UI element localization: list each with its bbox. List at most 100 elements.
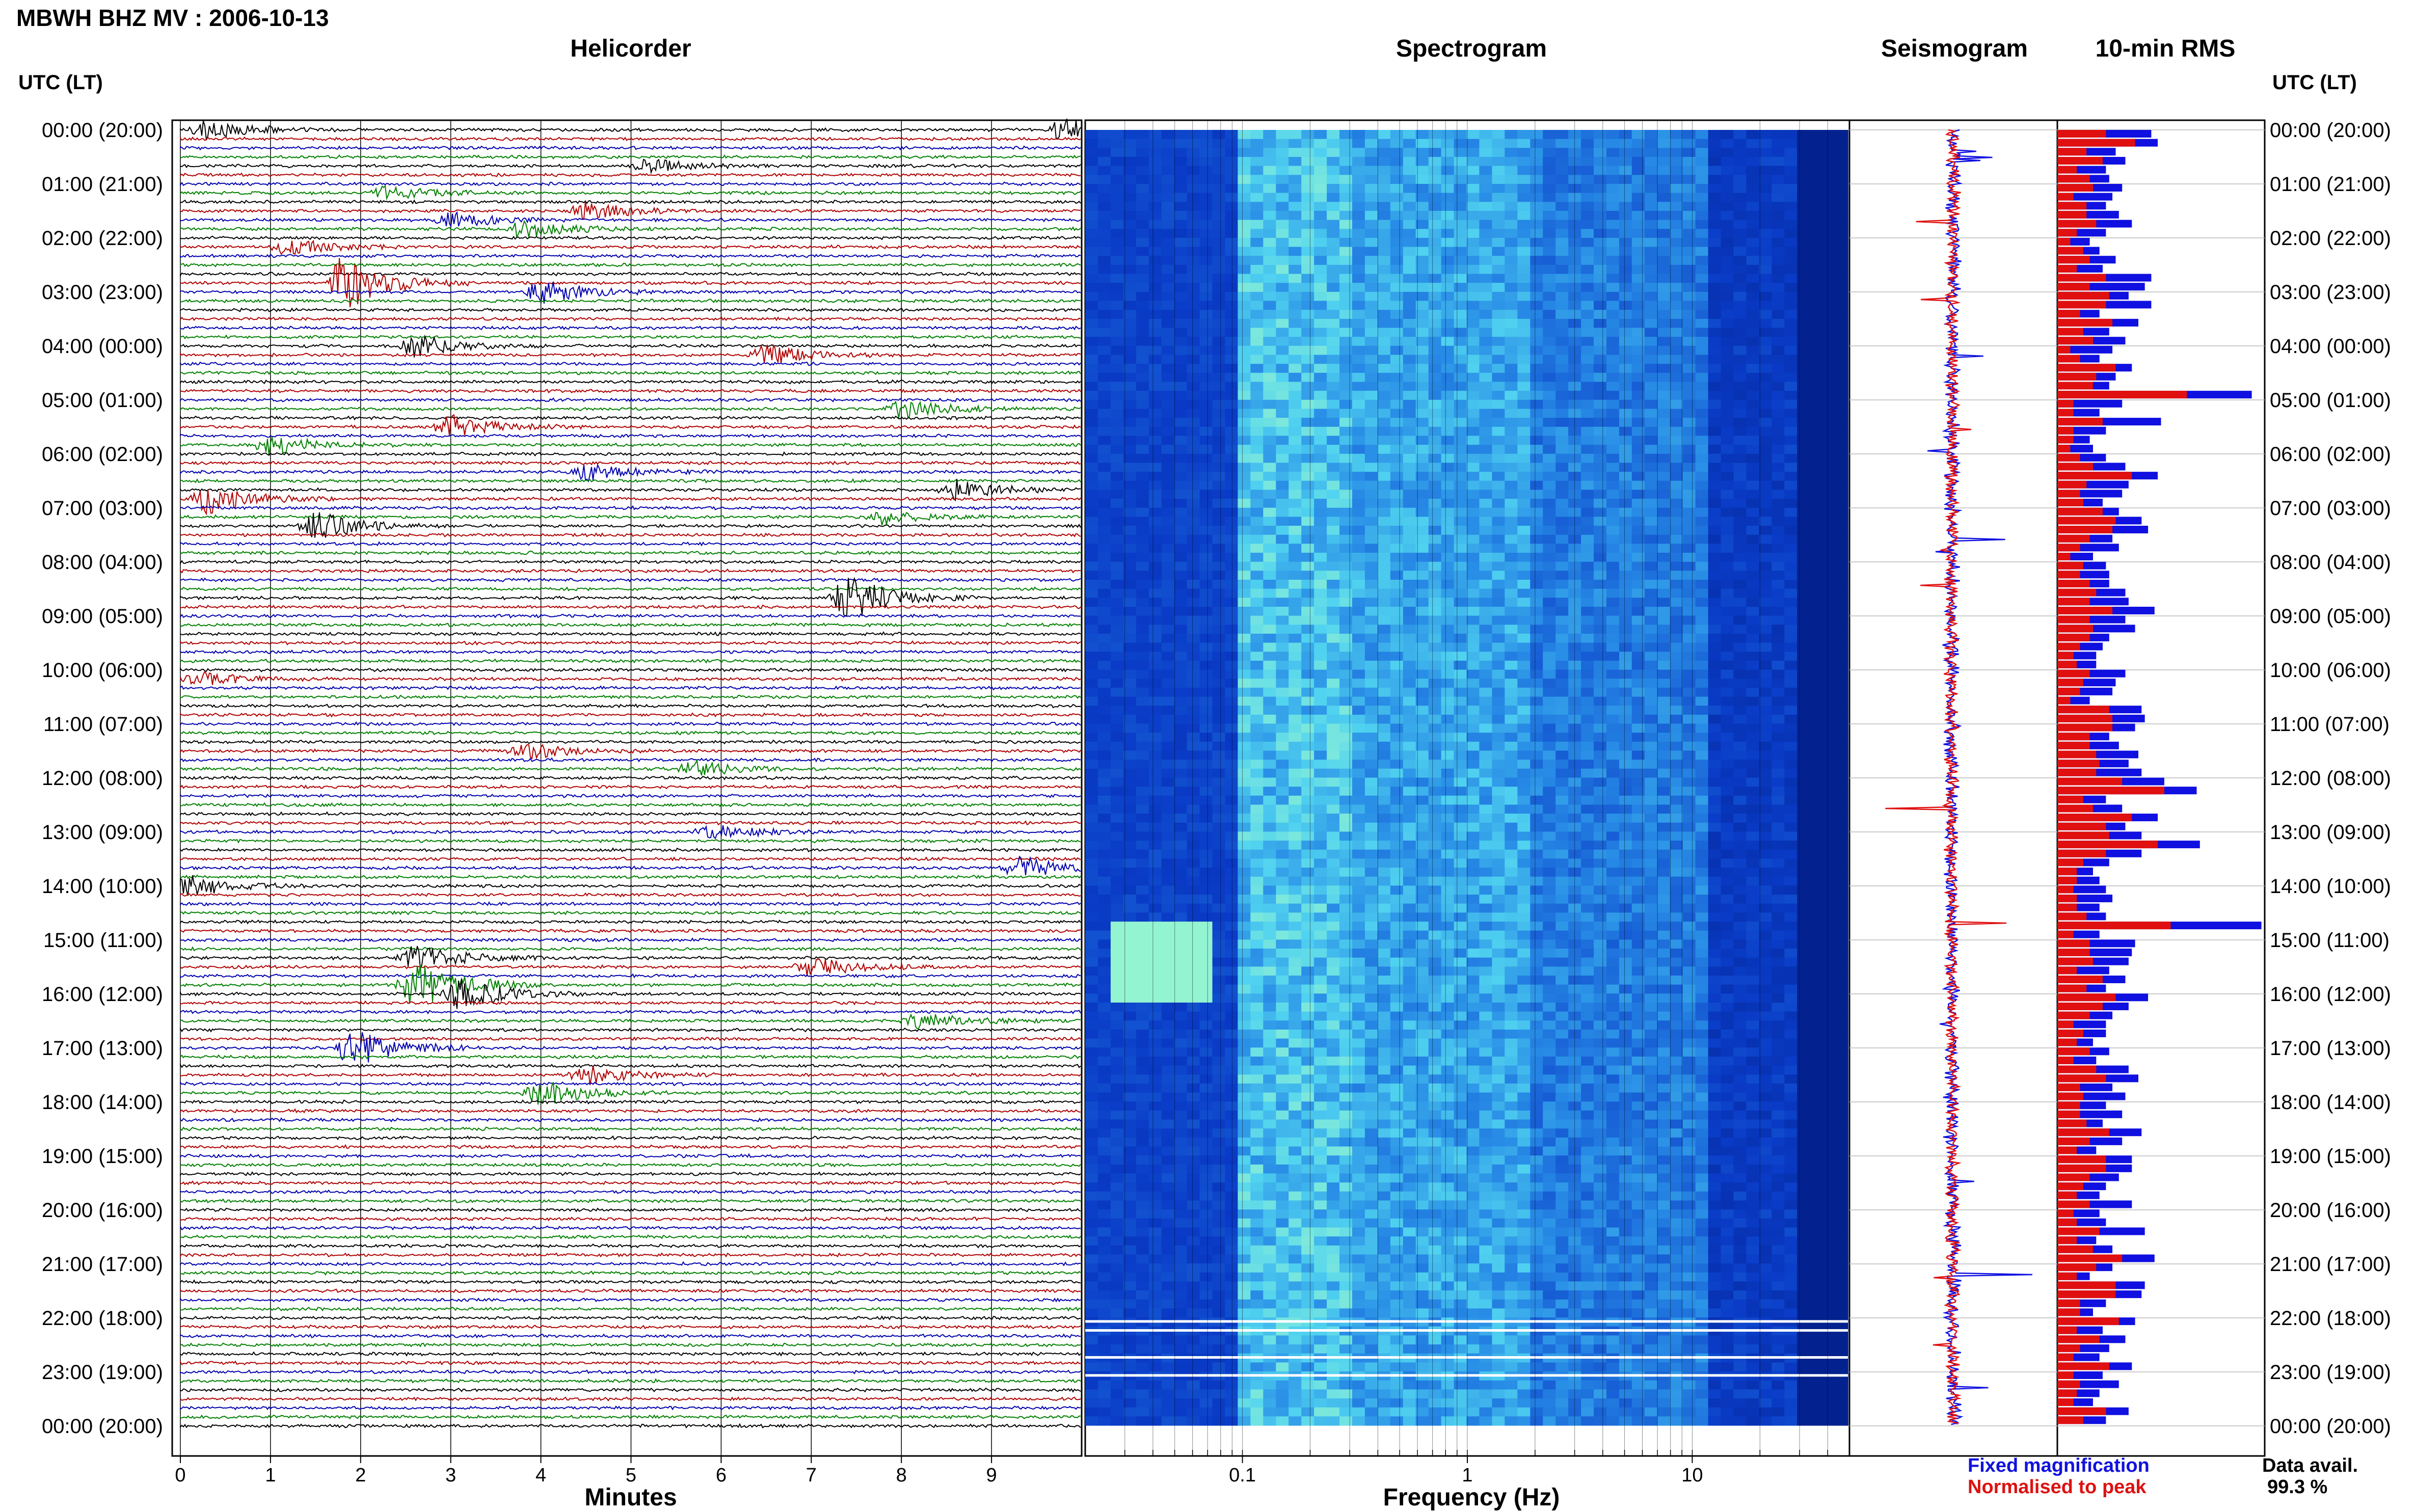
spectrogram-cell (1403, 472, 1416, 481)
spectrogram-cell (1136, 715, 1149, 724)
spectrogram-cell (1759, 499, 1772, 508)
spectrogram-cell (1378, 616, 1391, 625)
spectrogram-cell (1606, 535, 1620, 544)
spectrogram-cell (1619, 130, 1632, 139)
spectrogram-cell (1416, 796, 1429, 805)
spectrogram-cell (1327, 616, 1340, 625)
spectrogram-cell (1441, 337, 1455, 346)
helicorder-x-tick-label: 0 (175, 1465, 185, 1486)
spectrogram-cell (1517, 553, 1531, 562)
spectrogram-cell (1555, 481, 1569, 490)
spectrogram-cell (1606, 319, 1620, 328)
spectrogram-cell (1645, 589, 1658, 598)
spectrogram-cell (1339, 418, 1353, 427)
spectrogram-cell (1530, 472, 1543, 481)
spectrogram-cell (1696, 274, 1709, 283)
spectrogram-cell (1390, 571, 1404, 580)
spectrogram-cell (1390, 400, 1404, 409)
spectrogram-cell (1314, 724, 1327, 733)
spectrogram-cell (1289, 562, 1302, 571)
spectrogram-cell (1378, 526, 1391, 535)
spectrogram-cell (1543, 220, 1556, 229)
spectrogram-cell (1123, 238, 1137, 247)
spectrogram-cell (1187, 265, 1200, 274)
spectrogram-cell (1276, 247, 1289, 256)
spectrogram-cell (1403, 139, 1416, 148)
helicorder-x-tick-label: 2 (355, 1465, 366, 1486)
spectrogram-cell (1390, 760, 1404, 769)
spectrogram-cell (1390, 238, 1404, 247)
spectrogram-cell (1708, 328, 1722, 337)
spectrogram-cell (1822, 130, 1836, 139)
spectrogram-cell (1772, 643, 1785, 652)
spectrogram-cell (1390, 823, 1404, 832)
spectrogram-cell (1657, 310, 1671, 319)
spectrogram-cell (1162, 274, 1175, 283)
spectrogram-cell (1759, 652, 1772, 661)
spectrogram-cell (1619, 355, 1632, 364)
spectrogram-cell (1187, 742, 1200, 751)
spectrogram-cell (1276, 670, 1289, 679)
spectrogram-cell (1365, 166, 1378, 175)
spectrogram-cell (1098, 472, 1111, 481)
spectrogram-cell (1289, 490, 1302, 499)
spectrogram-cell (1530, 238, 1543, 247)
spectrogram-cell (1390, 481, 1404, 490)
spectrogram-cell (1555, 193, 1569, 202)
spectrogram-cell (1174, 733, 1188, 742)
spectrogram-cell (1708, 805, 1722, 814)
spectrogram-cell (1479, 814, 1492, 823)
spectrogram-cell (1238, 661, 1251, 670)
spectrogram-cell (1721, 742, 1734, 751)
spectrogram-cell (1098, 823, 1111, 832)
spectrogram-cell (1225, 724, 1238, 733)
spectrogram-cell (1772, 238, 1785, 247)
spectrogram-cell (1670, 553, 1683, 562)
spectrogram-cell (1314, 652, 1327, 661)
spectrogram-cell (1225, 175, 1238, 184)
spectrogram-cell (1416, 148, 1429, 157)
spectrogram-cell (1276, 418, 1289, 427)
spectrogram-cell (1657, 796, 1671, 805)
spectrogram-cell (1454, 724, 1467, 733)
spectrogram-cell (1810, 355, 1823, 364)
spectrogram-cell (1238, 508, 1251, 517)
spectrogram-cell (1645, 715, 1658, 724)
spectrogram-cell (1390, 769, 1404, 778)
spectrogram-cell (1174, 427, 1188, 436)
spectrogram-cell (1390, 256, 1404, 265)
spectrogram-cell (1390, 463, 1404, 472)
spectrogram-cell (1098, 463, 1111, 472)
spectrogram-cell (1403, 337, 1416, 346)
spectrogram-cell (1250, 841, 1264, 850)
spectrogram-cell (1429, 580, 1442, 589)
spectrogram-cell (1594, 706, 1607, 715)
spectrogram-cell (1835, 562, 1848, 571)
spectrogram-cell (1581, 157, 1594, 166)
spectrogram-cell (1810, 706, 1823, 715)
spectrogram-cell (1543, 724, 1556, 733)
spectrogram-cell (1441, 535, 1455, 544)
spectrogram-cell (1517, 823, 1531, 832)
spectrogram-cell (1530, 616, 1543, 625)
spectrogram-cell (1149, 454, 1162, 463)
spectrogram-cell (1429, 634, 1442, 643)
spectrogram-cell (1759, 517, 1772, 526)
spectrogram-cell (1263, 247, 1276, 256)
spectrogram-cell (1136, 355, 1149, 364)
spectrogram-cell (1187, 193, 1200, 202)
spectrogram-cell (1403, 157, 1416, 166)
spectrogram-cell (1149, 139, 1162, 148)
spectrogram-cell (1441, 589, 1455, 598)
spectrogram-cell (1454, 814, 1467, 823)
spectrogram-cell (1187, 625, 1200, 634)
spectrogram-cell (1772, 490, 1785, 499)
spectrogram-cell (1429, 355, 1442, 364)
spectrogram-cell (1339, 202, 1353, 211)
spectrogram-cell (1174, 472, 1188, 481)
spectrogram-cell (1645, 418, 1658, 427)
spectrogram-cell (1250, 373, 1264, 382)
spectrogram-cell (1581, 535, 1594, 544)
spectrogram-cell (1149, 229, 1162, 238)
spectrogram-cell (1479, 679, 1492, 688)
